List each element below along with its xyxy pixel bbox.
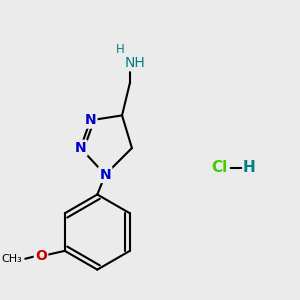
Text: H: H	[243, 160, 255, 175]
Text: CH₃: CH₃	[1, 254, 22, 264]
Text: O: O	[35, 249, 47, 263]
Text: N: N	[99, 168, 111, 182]
Text: N: N	[85, 113, 96, 127]
Text: H: H	[116, 43, 124, 56]
Text: N: N	[75, 141, 86, 155]
Text: Cl: Cl	[211, 160, 227, 175]
Text: NH: NH	[124, 56, 145, 70]
